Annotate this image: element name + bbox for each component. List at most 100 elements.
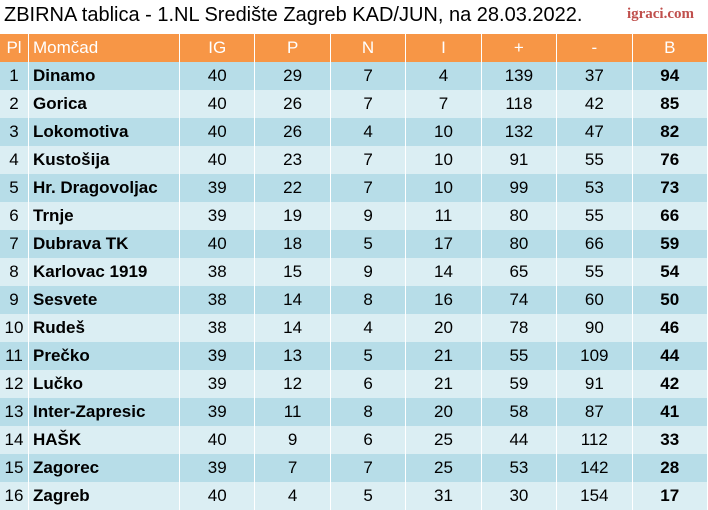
brand-logo: igraci.com xyxy=(626,6,694,22)
cell-wins: 14 xyxy=(254,286,331,314)
table-body: 1 Dinamo 40 29 7 4 139 37 94 2 Gorica 40 26 7 7 118 42 85… xyxy=(0,62,708,510)
cell-draws: 7 xyxy=(330,90,407,118)
cell-team: Dinamo xyxy=(28,62,180,90)
cell-wins: 11 xyxy=(254,398,331,426)
cell-points: 59 xyxy=(632,230,708,258)
cell-position: 3 xyxy=(0,118,29,146)
cell-goals-against: 47 xyxy=(556,118,633,146)
col-header-wins: P xyxy=(254,34,331,62)
cell-goals-against: 90 xyxy=(556,314,633,342)
cell-losses: 16 xyxy=(405,286,482,314)
cell-goals-for: 55 xyxy=(481,342,558,370)
cell-draws: 5 xyxy=(330,482,407,510)
cell-wins: 4 xyxy=(254,482,331,510)
cell-draws: 7 xyxy=(330,62,407,90)
cell-goals-for: 59 xyxy=(481,370,558,398)
cell-points: 46 xyxy=(632,314,708,342)
cell-draws: 5 xyxy=(330,230,407,258)
cell-played: 38 xyxy=(179,314,256,342)
cell-played: 39 xyxy=(179,370,256,398)
col-header-draws: N xyxy=(330,34,407,62)
cell-draws: 4 xyxy=(330,118,407,146)
table-row: 3 Lokomotiva 40 26 4 10 132 47 82 xyxy=(0,118,708,146)
col-header-goals-for: + xyxy=(481,34,558,62)
cell-wins: 23 xyxy=(254,146,331,174)
table-row: 14 HAŠK 40 9 6 25 44 112 33 xyxy=(0,426,708,454)
table-row: 16 Zagreb 40 4 5 31 30 154 17 xyxy=(0,482,708,510)
cell-position: 1 xyxy=(0,62,29,90)
cell-goals-for: 53 xyxy=(481,454,558,482)
cell-played: 40 xyxy=(179,482,256,510)
cell-draws: 6 xyxy=(330,426,407,454)
cell-losses: 21 xyxy=(405,370,482,398)
cell-losses: 25 xyxy=(405,426,482,454)
cell-wins: 22 xyxy=(254,174,331,202)
cell-draws: 8 xyxy=(330,286,407,314)
cell-team: Zagreb xyxy=(28,482,180,510)
cell-played: 38 xyxy=(179,258,256,286)
cell-position: 8 xyxy=(0,258,29,286)
cell-wins: 26 xyxy=(254,90,331,118)
cell-goals-for: 139 xyxy=(481,62,558,90)
cell-draws: 9 xyxy=(330,202,407,230)
cell-points: 17 xyxy=(632,482,708,510)
cell-position: 15 xyxy=(0,454,29,482)
cell-position: 4 xyxy=(0,146,29,174)
cell-losses: 10 xyxy=(405,174,482,202)
cell-played: 40 xyxy=(179,146,256,174)
cell-wins: 18 xyxy=(254,230,331,258)
cell-goals-for: 80 xyxy=(481,230,558,258)
cell-position: 14 xyxy=(0,426,29,454)
title-bar: ZBIRNA tablica - 1.NL Središte Zagreb KA… xyxy=(0,0,708,34)
col-header-played: IG xyxy=(179,34,256,62)
table-row: 2 Gorica 40 26 7 7 118 42 85 xyxy=(0,90,708,118)
standings-table: Pl Momčad IG P N I + - B 1 Dinamo 40 29 7 4 13… xyxy=(0,34,708,510)
cell-played: 40 xyxy=(179,62,256,90)
cell-goals-against: 53 xyxy=(556,174,633,202)
cell-goals-against: 55 xyxy=(556,146,633,174)
table-row: 13 Inter-Zapresic 39 11 8 20 58 87 41 xyxy=(0,398,708,426)
cell-draws: 5 xyxy=(330,342,407,370)
cell-team: HAŠK xyxy=(28,426,180,454)
table-row: 15 Zagorec 39 7 7 25 53 142 28 xyxy=(0,454,708,482)
cell-team: Lokomotiva xyxy=(28,118,180,146)
cell-points: 41 xyxy=(632,398,708,426)
cell-team: Trnje xyxy=(28,202,180,230)
cell-goals-for: 118 xyxy=(481,90,558,118)
cell-wins: 26 xyxy=(254,118,331,146)
cell-wins: 7 xyxy=(254,454,331,482)
cell-wins: 29 xyxy=(254,62,331,90)
table-row: 9 Sesvete 38 14 8 16 74 60 50 xyxy=(0,286,708,314)
cell-wins: 12 xyxy=(254,370,331,398)
table-row: 10 Rudeš 38 14 4 20 78 90 46 xyxy=(0,314,708,342)
cell-losses: 20 xyxy=(405,314,482,342)
cell-team: Dubrava TK xyxy=(28,230,180,258)
table-row: 5 Hr. Dragovoljac 39 22 7 10 99 53 73 xyxy=(0,174,708,202)
cell-goals-for: 99 xyxy=(481,174,558,202)
cell-team: Hr. Dragovoljac xyxy=(28,174,180,202)
cell-goals-against: 55 xyxy=(556,202,633,230)
cell-goals-against: 42 xyxy=(556,90,633,118)
cell-draws: 7 xyxy=(330,174,407,202)
cell-played: 39 xyxy=(179,454,256,482)
cell-goals-against: 91 xyxy=(556,370,633,398)
cell-played: 40 xyxy=(179,90,256,118)
cell-goals-for: 58 xyxy=(481,398,558,426)
table-row: 1 Dinamo 40 29 7 4 139 37 94 xyxy=(0,62,708,90)
cell-draws: 7 xyxy=(330,146,407,174)
table-row: 7 Dubrava TK 40 18 5 17 80 66 59 xyxy=(0,230,708,258)
col-header-losses: I xyxy=(405,34,482,62)
cell-losses: 21 xyxy=(405,342,482,370)
cell-losses: 11 xyxy=(405,202,482,230)
cell-played: 39 xyxy=(179,174,256,202)
cell-losses: 20 xyxy=(405,398,482,426)
cell-draws: 7 xyxy=(330,454,407,482)
cell-points: 44 xyxy=(632,342,708,370)
cell-played: 40 xyxy=(179,118,256,146)
cell-goals-for: 65 xyxy=(481,258,558,286)
cell-losses: 10 xyxy=(405,118,482,146)
cell-team: Gorica xyxy=(28,90,180,118)
cell-position: 2 xyxy=(0,90,29,118)
cell-played: 40 xyxy=(179,230,256,258)
cell-team: Rudeš xyxy=(28,314,180,342)
